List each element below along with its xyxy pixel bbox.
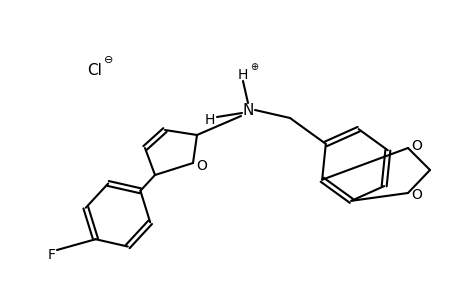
Text: ⊕: ⊕ [249, 62, 257, 72]
Text: H: H [237, 68, 248, 82]
Text: ⊖: ⊖ [104, 55, 113, 65]
Text: Cl: Cl [87, 62, 102, 77]
Text: O: O [196, 159, 207, 173]
Text: F: F [48, 248, 56, 262]
Text: O: O [411, 139, 421, 153]
Text: H: H [204, 113, 215, 127]
Text: O: O [411, 188, 421, 202]
Text: N: N [242, 103, 253, 118]
